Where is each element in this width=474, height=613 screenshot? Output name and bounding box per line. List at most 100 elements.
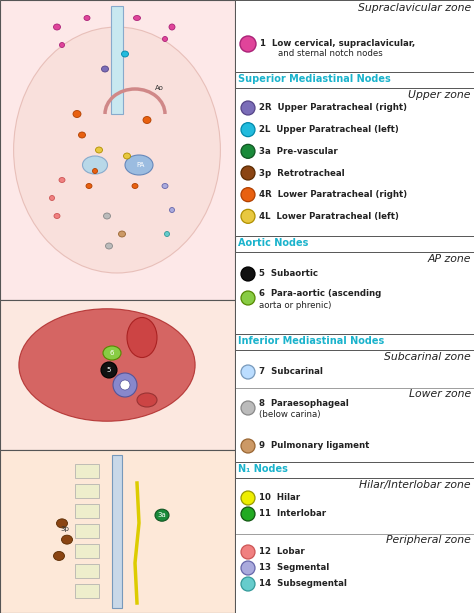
Circle shape [241,144,255,158]
Text: 3a  Pre-vascular: 3a Pre-vascular [259,147,338,156]
Ellipse shape [95,147,102,153]
Text: AP zone: AP zone [428,254,471,264]
Text: Ao: Ao [155,85,164,91]
Ellipse shape [56,519,67,528]
Ellipse shape [169,24,175,30]
Circle shape [241,507,255,521]
Circle shape [241,561,255,575]
Ellipse shape [164,232,170,237]
Bar [235,478,474,613]
Ellipse shape [54,213,60,218]
Ellipse shape [137,393,157,407]
Ellipse shape [84,15,90,20]
Ellipse shape [170,207,174,213]
Ellipse shape [92,169,98,173]
Ellipse shape [62,535,73,544]
Bar [75,464,99,478]
Ellipse shape [54,24,61,30]
Circle shape [240,36,256,52]
Bar [0,0,235,300]
Ellipse shape [118,231,126,237]
Text: N₁ Nodes: N₁ Nodes [238,464,288,474]
Ellipse shape [134,15,140,20]
Text: (below carina): (below carina) [259,411,320,419]
Text: Upper zone: Upper zone [409,90,471,100]
Ellipse shape [103,213,110,219]
Bar [235,0,474,72]
Text: 4L  Lower Paratracheal (left): 4L Lower Paratracheal (left) [259,212,399,221]
Text: 4R  Lower Paratracheal (right): 4R Lower Paratracheal (right) [259,190,407,199]
Text: 13  Segmental: 13 Segmental [259,563,329,573]
Ellipse shape [103,346,121,360]
Ellipse shape [143,116,151,123]
Text: 10  Hilar: 10 Hilar [259,493,300,503]
Circle shape [113,373,137,397]
Circle shape [241,401,255,415]
Circle shape [241,577,255,591]
Ellipse shape [125,155,153,175]
Text: 2R  Upper Paratracheal (right): 2R Upper Paratracheal (right) [259,104,407,113]
Circle shape [241,439,255,453]
Bar [112,455,122,608]
Ellipse shape [124,153,130,159]
Circle shape [241,188,255,202]
Circle shape [241,267,255,281]
Bar [111,6,123,114]
Circle shape [101,362,117,378]
Bar [235,350,474,462]
Ellipse shape [132,183,138,189]
Text: 2L  Upper Paratracheal (left): 2L Upper Paratracheal (left) [259,125,399,134]
Text: Subcarinal zone: Subcarinal zone [384,352,471,362]
Text: Supraclavicular zone: Supraclavicular zone [358,3,471,13]
Ellipse shape [73,110,81,118]
Text: 3p: 3p [61,527,69,533]
Circle shape [241,101,255,115]
Ellipse shape [162,183,168,189]
Text: 11  Interlobar: 11 Interlobar [259,509,326,519]
Text: 7  Subcarinal: 7 Subcarinal [259,368,323,376]
Bar [0,300,235,450]
Ellipse shape [79,132,85,138]
Circle shape [241,491,255,505]
Ellipse shape [59,178,65,183]
Ellipse shape [19,309,195,421]
Bar [75,584,99,598]
Bar [235,88,474,236]
Circle shape [241,166,255,180]
Circle shape [241,209,255,223]
Bar [75,524,99,538]
Text: 12  Lobar: 12 Lobar [259,547,305,557]
Text: aorta or phrenic): aorta or phrenic) [259,300,331,310]
Text: Lower zone: Lower zone [409,389,471,399]
Text: Peripheral zone: Peripheral zone [386,535,471,545]
Ellipse shape [60,42,64,47]
Text: Superior Mediastinal Nodes: Superior Mediastinal Nodes [238,74,391,84]
Bar [0,450,235,613]
Text: 5: 5 [107,367,111,373]
Text: Inferior Mediastinal Nodes: Inferior Mediastinal Nodes [238,336,384,346]
Text: Hilar/Interlobar zone: Hilar/Interlobar zone [359,480,471,490]
Ellipse shape [121,51,128,57]
Text: 3a: 3a [158,512,166,518]
Text: and sternal notch nodes: and sternal notch nodes [278,50,383,58]
Ellipse shape [101,66,109,72]
Bar [75,564,99,578]
Circle shape [241,365,255,379]
Ellipse shape [127,318,157,357]
Ellipse shape [163,37,167,42]
Ellipse shape [54,552,64,560]
Text: 6: 6 [110,350,114,356]
Bar [75,484,99,498]
Circle shape [241,545,255,559]
Text: 14  Subsegmental: 14 Subsegmental [259,579,347,588]
Bar [75,544,99,558]
Text: 5  Subaortic: 5 Subaortic [259,270,318,278]
Ellipse shape [49,196,55,200]
Bar [75,504,99,518]
Bar [235,252,474,334]
Text: 8  Paraesophageal: 8 Paraesophageal [259,398,349,408]
Ellipse shape [106,243,112,249]
Text: 6  Para-aortic (ascending: 6 Para-aortic (ascending [259,289,381,297]
Text: Aortic Nodes: Aortic Nodes [238,238,309,248]
Ellipse shape [155,509,169,521]
